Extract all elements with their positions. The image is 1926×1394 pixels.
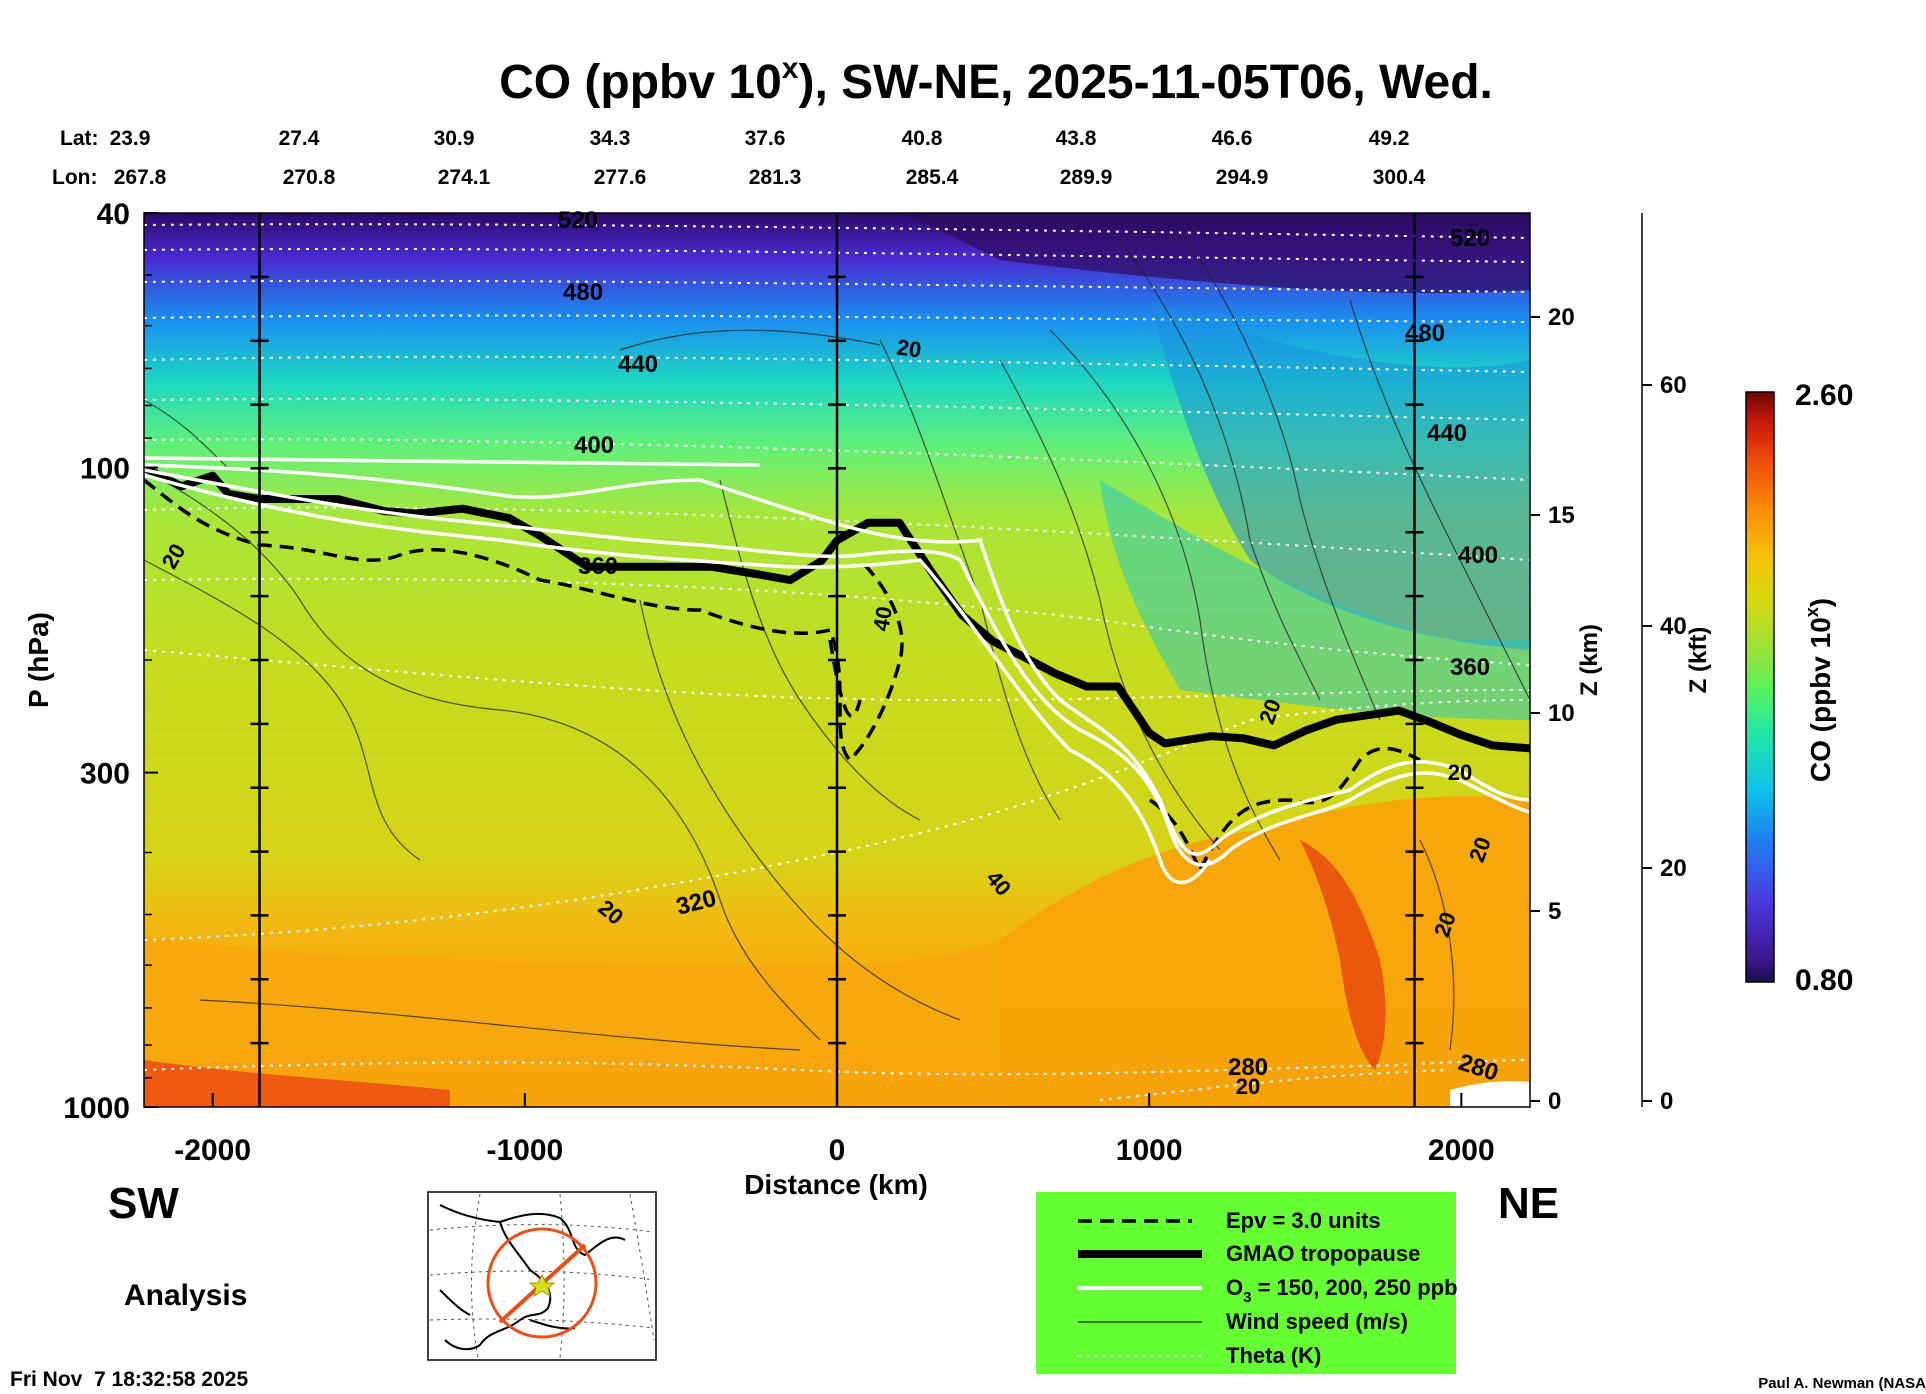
- z-km-axis: 20 15 10 5 0: [1530, 304, 1575, 1115]
- wind-contour-label: 20: [1448, 760, 1472, 785]
- wind-contour-label: 40: [868, 604, 897, 632]
- lon-value: 289.9: [1060, 166, 1113, 189]
- x-tick-label: -1000: [486, 1134, 563, 1167]
- z-km-tick-label: 0: [1548, 1088, 1561, 1115]
- lat-value: 43.8: [1056, 127, 1097, 150]
- y-tick-label: 1000: [63, 1092, 130, 1125]
- co-surface-high: [144, 1060, 450, 1107]
- z-kft-tick-label: 0: [1660, 1088, 1673, 1115]
- z-km-label: Z (km): [1576, 624, 1603, 696]
- y-tick-label: 40: [97, 198, 130, 231]
- lon-value: 281.3: [749, 166, 802, 189]
- co-low-region: [900, 213, 1530, 294]
- theta-contour-label: 400: [574, 432, 614, 459]
- lat-value: 34.3: [590, 127, 631, 150]
- legend: Epv = 3.0 units GMAO tropopause O3 = 150…: [1036, 1192, 1458, 1374]
- lat-value: 30.9: [434, 127, 475, 150]
- x-tick-label: 1000: [1116, 1134, 1183, 1167]
- legend-wind-label: Wind speed (m/s): [1226, 1309, 1408, 1334]
- lon-label: Lon:: [52, 166, 97, 189]
- longitude-row: 267.8 270.8 274.1 277.6 281.3 285.4 289.9 294.9…: [114, 166, 1426, 189]
- co-orange-region: [1000, 796, 1530, 1107]
- inset-center-star-icon: [528, 1273, 556, 1298]
- lat-value: 40.8: [902, 127, 943, 150]
- y-tick-label: 300: [80, 758, 130, 791]
- z-km-tick-label: 5: [1548, 898, 1561, 925]
- x-axis: -2000 -1000 0 1000 2000: [174, 1093, 1495, 1167]
- theta-contour-label: 360: [578, 553, 618, 580]
- analysis-label: Analysis: [124, 1279, 247, 1312]
- o3-contours: [144, 456, 1530, 885]
- theta-contour-label: 400: [1458, 542, 1498, 569]
- latitude-row: 23.9 27.4 30.9 34.3 37.6 40.8 43.8 46.6 49.2: [110, 127, 1410, 150]
- lat-value: 49.2: [1369, 127, 1410, 150]
- inset-range-circle: [486, 1227, 598, 1339]
- lat-value: 27.4: [279, 127, 320, 150]
- station-markers: [250, 213, 1424, 1107]
- epv-contour: [144, 478, 1421, 874]
- theta-contour-label: 520: [1450, 225, 1490, 252]
- colorbar-label: CO (ppbv 10x): [1802, 598, 1836, 782]
- co-blue-region: [1150, 300, 1530, 650]
- theta-contour-label: 360: [1450, 654, 1490, 681]
- y-axis: 40 100 300 1000: [63, 198, 158, 1125]
- lat-label: Lat:: [60, 127, 99, 150]
- z-kft-tick-label: 40: [1660, 613, 1687, 640]
- co-red-plume: [1300, 840, 1386, 1070]
- chart-title: CO (ppbv 10x), SW-NE, 2025-11-05T06, Wed…: [499, 52, 1493, 109]
- colorbar: [1745, 391, 1775, 983]
- x-tick-label: 2000: [1428, 1134, 1495, 1167]
- lat-value: 23.9: [110, 127, 151, 150]
- legend-theta-label: Theta (K): [1226, 1343, 1321, 1368]
- z-km-tick-label: 20: [1548, 304, 1575, 331]
- lon-value: 270.8: [283, 166, 336, 189]
- co-boundary-layer: [144, 935, 1000, 1107]
- legend-o3-label: O3 = 150, 200, 250 ppb: [1226, 1275, 1458, 1306]
- y-axis-label: P (hPa): [23, 612, 54, 708]
- lon-value: 277.6: [594, 166, 647, 189]
- z-kft-tick-label: 20: [1660, 855, 1687, 882]
- colorbar-min: 0.80: [1795, 964, 1853, 997]
- lon-value: 300.4: [1373, 166, 1426, 189]
- lat-value: 46.6: [1212, 127, 1253, 150]
- z-km-tick-label: 10: [1548, 700, 1575, 727]
- z-kft-label: Z (kft): [1685, 627, 1712, 694]
- credit: Paul A. Newman (NASA: [1758, 1375, 1926, 1392]
- lon-value: 294.9: [1216, 166, 1269, 189]
- direction-sw: SW: [108, 1179, 179, 1228]
- inset-map: [427, 1191, 657, 1361]
- x-tick-label: 0: [829, 1134, 846, 1167]
- legend-tropopause-label: GMAO tropopause: [1226, 1241, 1420, 1266]
- coastline: [439, 1204, 626, 1351]
- lat-value: 37.6: [745, 127, 786, 150]
- theta-contours: [144, 223, 1530, 1101]
- z-kft-tick-label: 60: [1660, 372, 1687, 399]
- x-axis-label: Distance (km): [744, 1169, 928, 1200]
- timestamp: Fri Nov 7 18:32:58 2025: [10, 1368, 248, 1391]
- lon-value: 274.1: [438, 166, 491, 189]
- ground-mask: [1450, 1081, 1530, 1107]
- wind-contour-label: 20: [1236, 1074, 1260, 1099]
- theta-contour-label: 440: [618, 351, 658, 378]
- wind-contour-label: 20: [895, 334, 923, 362]
- y-tick-label: 100: [80, 452, 130, 485]
- z-km-tick-label: 15: [1548, 502, 1575, 529]
- theta-contour-label: 440: [1427, 420, 1467, 447]
- theta-contour-label: 520: [558, 207, 598, 234]
- z-kft-axis: 60 40 20 0: [1642, 372, 1687, 1115]
- theta-contour-label: 480: [563, 279, 603, 306]
- theta-contour-label: 480: [1405, 320, 1445, 347]
- x-tick-label: -2000: [174, 1134, 251, 1167]
- lon-value: 285.4: [906, 166, 959, 189]
- theta-contour-label: 280: [1228, 1054, 1268, 1081]
- lon-value: 267.8: [114, 166, 167, 189]
- gmao-tropopause: [144, 463, 1530, 753]
- colorbar-max: 2.60: [1795, 379, 1853, 412]
- legend-epv-label: Epv = 3.0 units: [1226, 1208, 1381, 1233]
- direction-ne: NE: [1498, 1179, 1559, 1228]
